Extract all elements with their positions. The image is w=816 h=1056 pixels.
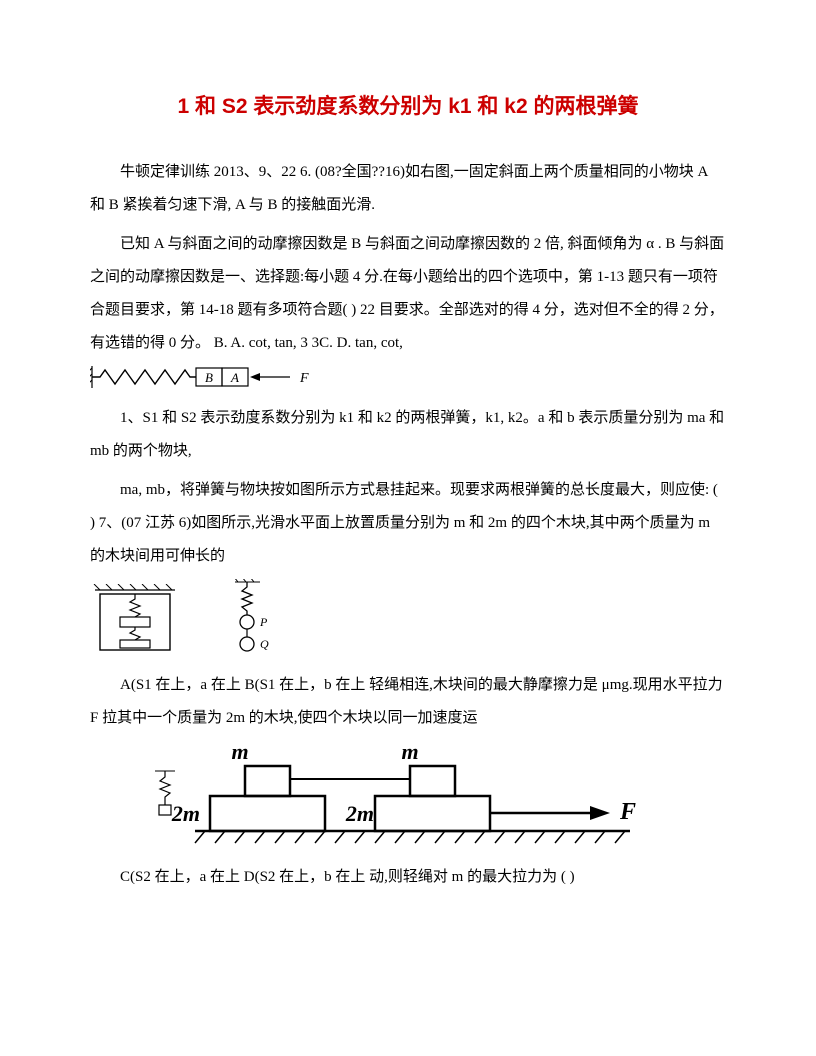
label-A: A bbox=[230, 370, 239, 385]
label-F1: F bbox=[299, 371, 309, 386]
paragraph-1: 牛顿定律训练 2013、9、22 6. (08?全国??16)如右图,一固定斜面… bbox=[90, 156, 726, 222]
paragraph-4: ma, mb，将弹簧与物块按如图所示方式悬挂起来。现要求两根弹簧的总长度最大，则… bbox=[90, 474, 726, 573]
paragraph-5: A(S1 在上，a 在上 B(S1 在上，b 在上 轻绳相连,木块间的最大静摩擦… bbox=[90, 669, 726, 735]
diagram-hanging: P Q bbox=[90, 579, 726, 659]
paragraph-6: C(S2 在上，a 在上 D(S2 在上，b 在上 动,则轻绳对 m 的最大拉力… bbox=[90, 861, 726, 894]
label-B: B bbox=[205, 370, 213, 385]
label-P: P bbox=[259, 615, 268, 629]
diagram-blocks-ground: 2m m 2m m F bbox=[90, 741, 726, 851]
label-2m-left: 2m bbox=[171, 801, 200, 826]
paragraph-3: 1、S1 和 S2 表示劲度系数分别为 k1 和 k2 的两根弹簧，k1, k2… bbox=[90, 402, 726, 468]
page-title: 1 和 S2 表示劲度系数分别为 k1 和 k2 的两根弹簧 bbox=[90, 90, 726, 120]
label-F3: F bbox=[619, 799, 636, 825]
paragraph-2: 已知 A 与斜面之间的动摩擦因数是 B 与斜面之间动摩擦因数的 2 倍, 斜面倾… bbox=[90, 228, 726, 360]
label-2m-right: 2m bbox=[345, 801, 374, 826]
document-page: 1 和 S2 表示劲度系数分别为 k1 和 k2 的两根弹簧 牛顿定律训练 20… bbox=[0, 0, 816, 940]
label-Q: Q bbox=[260, 637, 269, 651]
label-m-right: m bbox=[401, 741, 418, 764]
diagram-spring-wall: B A F bbox=[90, 366, 726, 392]
label-m-left: m bbox=[231, 741, 248, 764]
